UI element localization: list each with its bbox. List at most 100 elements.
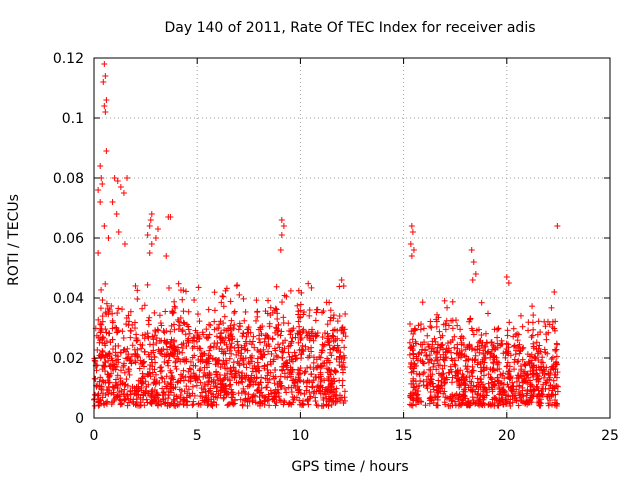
data-point <box>299 401 306 408</box>
data-point <box>167 385 174 392</box>
data-point <box>431 335 438 342</box>
data-point <box>189 402 196 409</box>
data-point <box>406 351 413 358</box>
data-point <box>524 370 531 377</box>
data-point <box>421 347 428 354</box>
data-point <box>553 374 560 381</box>
data-point <box>118 367 125 374</box>
data-point <box>309 326 316 333</box>
data-point <box>474 394 481 401</box>
data-point <box>175 318 182 325</box>
data-point <box>449 325 456 332</box>
data-point <box>460 342 467 349</box>
data-point <box>203 359 210 366</box>
data-point <box>529 319 536 326</box>
data-point <box>162 308 169 315</box>
data-point <box>134 346 141 353</box>
data-point <box>135 383 142 390</box>
data-point <box>103 386 110 393</box>
data-point <box>144 281 151 288</box>
data-point <box>407 344 414 351</box>
y-tick-labels: 0 0.02 0.04 0.06 0.08 0.1 0.12 <box>53 51 84 427</box>
data-point <box>127 334 134 341</box>
data-point <box>507 402 514 409</box>
data-point <box>98 326 105 333</box>
data-point <box>147 217 154 223</box>
data-point <box>123 355 130 362</box>
data-point <box>441 399 448 406</box>
data-point <box>407 393 414 400</box>
data-point <box>249 338 256 345</box>
data-point <box>207 343 214 350</box>
data-point <box>529 332 536 339</box>
data-point <box>458 376 465 383</box>
data-point <box>114 310 121 317</box>
data-point <box>159 385 166 392</box>
data-point <box>167 214 174 220</box>
data-point <box>529 382 536 389</box>
data-point <box>247 329 254 336</box>
data-point <box>291 349 298 356</box>
data-point <box>135 391 142 398</box>
data-point <box>483 364 490 371</box>
data-point <box>474 375 481 382</box>
data-point <box>504 332 511 339</box>
data-point <box>150 347 157 354</box>
data-point <box>103 310 110 317</box>
data-point <box>294 302 301 309</box>
data-point <box>440 375 447 382</box>
data-point <box>337 353 344 360</box>
data-point <box>187 358 194 365</box>
data-point <box>298 334 305 341</box>
data-point <box>129 383 136 390</box>
data-point <box>461 352 468 359</box>
data-point <box>149 369 156 376</box>
data-point <box>229 389 236 396</box>
data-point <box>98 353 105 360</box>
data-point <box>342 397 349 404</box>
data-point <box>236 291 243 298</box>
data-point <box>553 402 560 409</box>
data-point <box>265 297 272 304</box>
data-point <box>99 313 106 320</box>
data-point <box>180 308 187 315</box>
data-point <box>206 347 213 354</box>
data-point <box>237 396 244 403</box>
data-point <box>333 385 340 392</box>
data-point <box>550 377 557 384</box>
data-point <box>122 381 129 388</box>
data-point <box>327 314 334 321</box>
data-point <box>448 349 455 356</box>
data-point <box>327 317 334 324</box>
data-point <box>103 329 110 336</box>
data-point <box>120 190 127 196</box>
data-point <box>161 400 168 407</box>
data-point <box>511 359 518 366</box>
data-point <box>336 313 343 320</box>
data-point <box>131 319 138 326</box>
data-point <box>511 366 518 373</box>
data-point <box>510 333 517 340</box>
data-point <box>251 362 258 369</box>
data-point <box>271 380 278 387</box>
data-point <box>471 357 478 364</box>
data-point <box>433 402 440 409</box>
data-point <box>136 365 143 372</box>
data-point <box>554 388 561 395</box>
data-point <box>214 340 221 347</box>
data-point <box>157 368 164 375</box>
data-point <box>231 309 238 316</box>
data-point <box>448 397 455 404</box>
data-point <box>485 380 492 387</box>
data-point <box>167 389 174 396</box>
data-point <box>239 402 246 409</box>
data-point <box>309 379 316 386</box>
data-point <box>120 347 127 354</box>
data-point <box>411 384 418 391</box>
data-point <box>503 340 510 347</box>
data-point <box>279 346 286 353</box>
x-tick-label: 25 <box>601 428 619 444</box>
data-point <box>137 357 144 364</box>
data-point <box>472 271 479 277</box>
data-point <box>407 241 414 247</box>
